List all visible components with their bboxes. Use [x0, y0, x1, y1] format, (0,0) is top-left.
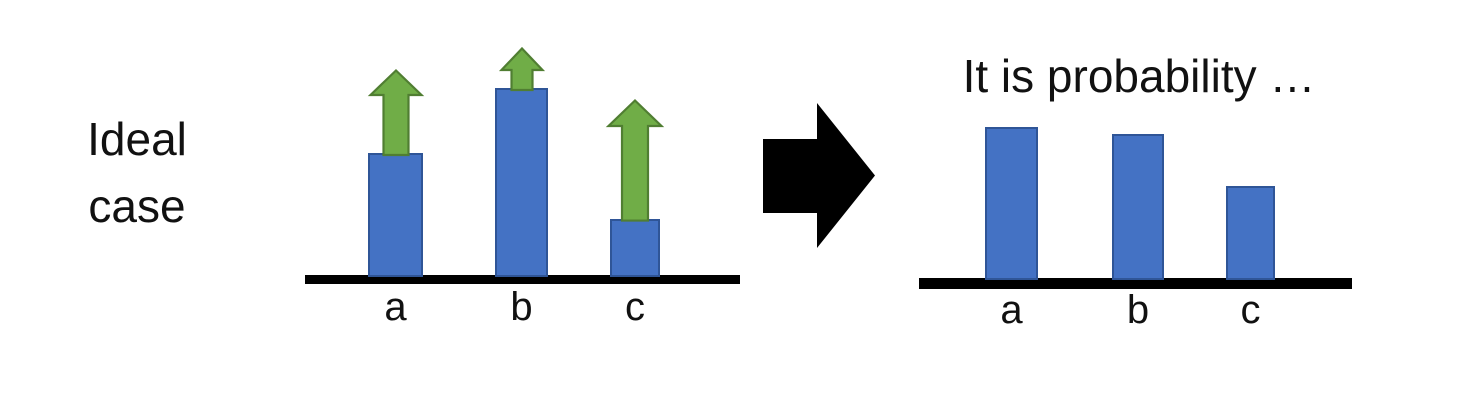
probability-title: It is probability … — [962, 50, 1316, 102]
category-label-c: c — [625, 285, 645, 329]
x-axis-baseline — [305, 275, 740, 284]
category-label-c: c — [1240, 288, 1261, 332]
category-label-a: a — [384, 285, 407, 329]
bar-a — [985, 126, 1038, 280]
ideal-case-label: Ideal case — [37, 106, 237, 240]
ideal-case-line1: Ideal — [87, 113, 187, 165]
category-label-a: a — [1000, 288, 1023, 332]
x-axis-baseline — [919, 278, 1352, 289]
green-up-arrow-icon — [367, 69, 424, 157]
bar-a — [368, 153, 423, 277]
bar-c — [1226, 186, 1275, 280]
bar-c — [610, 218, 660, 277]
green-up-arrow-icon — [605, 99, 665, 222]
right-arrow-icon — [763, 103, 875, 248]
category-label-b: b — [1126, 288, 1150, 332]
bar-b — [495, 88, 548, 277]
ideal-case-line2: case — [88, 180, 186, 232]
green-up-arrow-icon — [498, 46, 545, 92]
bar-b — [1112, 134, 1164, 280]
category-label-b: b — [510, 285, 533, 329]
